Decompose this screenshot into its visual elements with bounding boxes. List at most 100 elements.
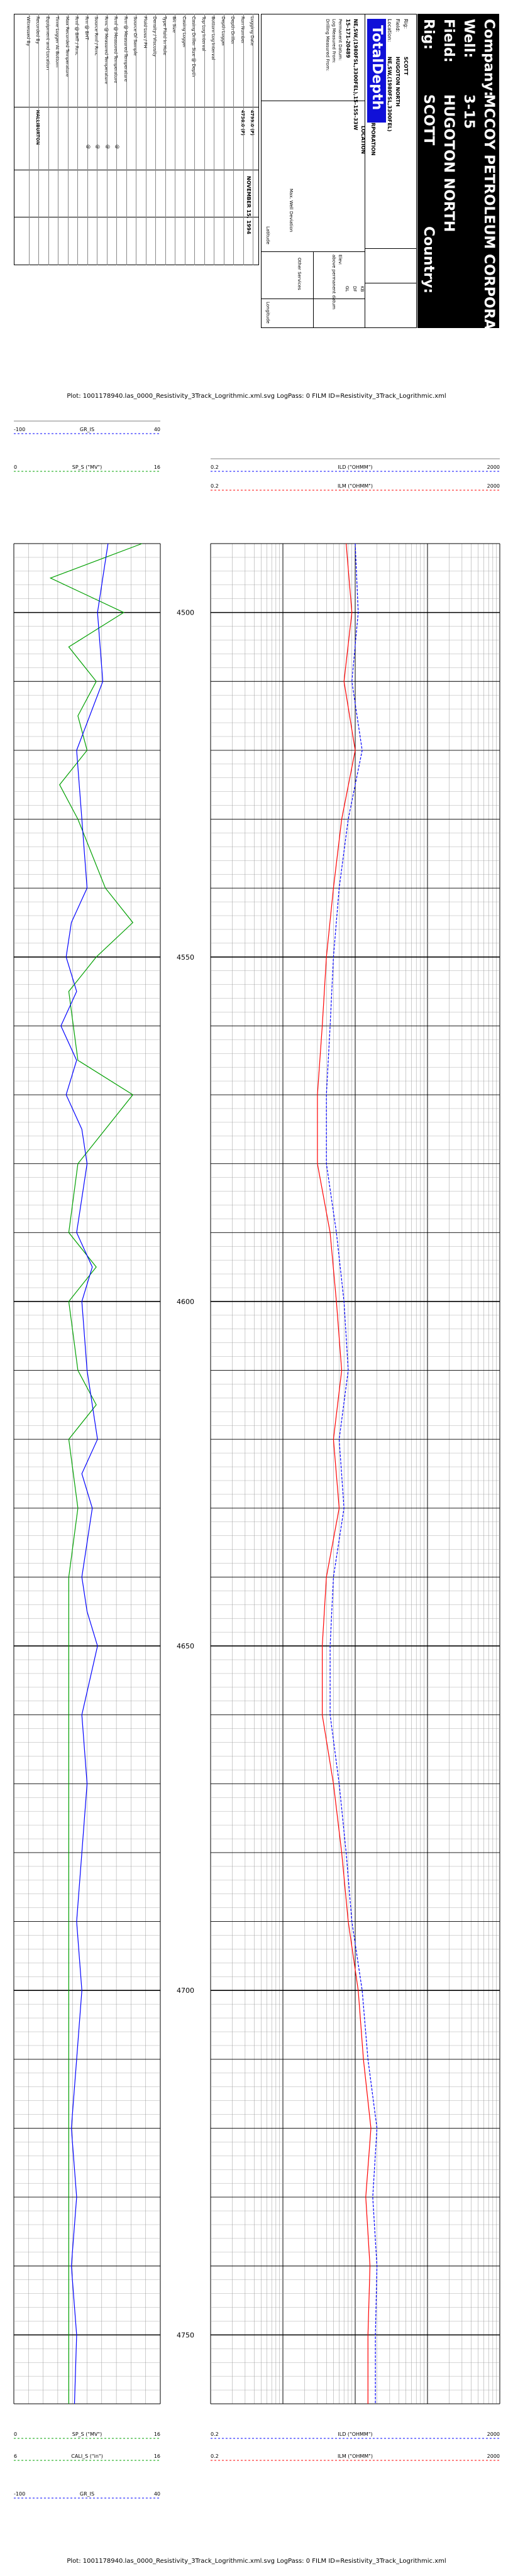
location-value: NE,SW,(1980FSL,3300FEL),15-15S-33W xyxy=(353,19,358,131)
run-table-row-label: Recorded By xyxy=(35,16,40,45)
elev-label: Elev: xyxy=(338,255,343,265)
log-plot: -100 GR_IS 40 0 SP_S ("MV") 16 0.2 ILD ("OHMM")… xyxy=(13,420,500,2499)
logging-date-value: NOVEMBER 15, 1994 xyxy=(246,176,251,234)
ilm-curve xyxy=(317,543,372,2404)
info-row-value: NE,SW,(1980FSL,3300FEL) xyxy=(387,57,392,132)
plot-caption-top: Plot: 1001178940.las_0000_Resistivity_3T… xyxy=(67,393,446,400)
run-table-row-value: 4799.0 (F) xyxy=(250,110,255,136)
gr-top-scale-name: GR_IS xyxy=(80,427,94,432)
permanent-datum: Permanent Datum: xyxy=(338,19,343,61)
location-title: LOCATION xyxy=(360,126,366,154)
gr-bottom-scale-name: GR_IS xyxy=(80,2491,94,2497)
run-table-row-label: Max Recorded Temperature xyxy=(64,16,70,77)
api-number: 15-171-20489 xyxy=(345,19,351,58)
field-label: Field: xyxy=(441,19,456,63)
run-table-row-label: Casing Logger xyxy=(181,16,187,48)
cal-bottom-scale-min: 6 xyxy=(14,2453,17,2459)
ilm-bottom-scale-max: 2000 xyxy=(487,2453,500,2459)
run-table-row-label: Bottom Log Interval xyxy=(211,16,216,60)
gr-bottom-scale-min: -100 xyxy=(14,2491,25,2497)
depth-label: 4750 xyxy=(177,2331,194,2339)
above-datum: above permanent datum xyxy=(331,255,336,310)
cal-bottom-scale-max: 16 xyxy=(154,2453,160,2459)
run-table-row-label: Rmf @ Measured Temperature xyxy=(113,16,118,84)
run-table-row-label: Fluid Loss / PH xyxy=(142,16,148,48)
rig-value: SCOTT xyxy=(421,94,436,146)
logo-text: TotalDepth xyxy=(369,25,385,111)
header-title-block xyxy=(417,14,499,328)
ild-bottom-scale-name: ILD ("OHMM") xyxy=(338,2431,372,2437)
info-row-value: SCOTT xyxy=(403,57,409,75)
info-row-label: Location: xyxy=(387,19,392,42)
depth-label: 4600 xyxy=(177,1298,194,1306)
company-label: Company: xyxy=(481,19,497,97)
run-table-row-label: Witnessed By xyxy=(25,16,31,47)
run-table-row-label: Top Log Interval xyxy=(201,16,206,52)
company-value: MCCOY PETROLEUM CORPORATION xyxy=(481,94,497,367)
run-table-row-label: Run Number xyxy=(240,16,245,44)
info-box xyxy=(261,14,417,328)
run-table-row-label: Depth Driller xyxy=(230,16,235,45)
cal-bottom-scale-name: CALI_S ("in") xyxy=(71,2453,102,2459)
run-table-row-label: Rmc @ Measured Temperature xyxy=(103,16,109,84)
run-table-row-value: HALLIBURTON xyxy=(35,110,40,145)
run-table-row-label: Bit Size xyxy=(172,16,177,33)
other-services: Other Services xyxy=(297,258,302,290)
gr-top-scale-max: 40 xyxy=(154,427,160,432)
run-table-row-label: Time Logger At Bottom xyxy=(55,16,60,68)
run-table-at-mark: @ xyxy=(95,145,100,149)
run-table-at-mark: @ xyxy=(114,145,119,149)
log-measured-from: Log Measured From: xyxy=(331,19,336,63)
drilling-measured-from: Drilling Measured From: xyxy=(325,19,330,72)
ild-curve xyxy=(326,543,378,2404)
run-table-row-label: Rmf @ BHT / Rmc xyxy=(74,16,79,56)
run-table xyxy=(14,14,259,265)
depth-label: 4500 xyxy=(177,609,194,617)
ilm-top-scale-name: ILM ("OHMM") xyxy=(338,483,373,489)
ild-bottom-scale-max: 2000 xyxy=(487,2431,500,2437)
run-table-row-label: Type Fluid In Hole xyxy=(162,16,167,55)
sp-top-scale-min: 0 xyxy=(14,464,17,470)
elev-df: DF xyxy=(352,286,357,292)
gr-bottom-scale-max: 40 xyxy=(154,2491,160,2497)
field-value: HUGOTON NORTH xyxy=(441,94,456,233)
ilm-bottom-scale-name: ILM ("OHMM") xyxy=(338,2453,373,2459)
sp-curve xyxy=(49,543,143,2404)
run-table-row-label: Equipment and Location xyxy=(45,16,50,70)
gr-top-scale-min: -100 xyxy=(14,427,25,432)
info-row-label: Rig: xyxy=(403,19,409,29)
ild-top-scale-name: ILD ("OHMM") xyxy=(338,464,372,470)
well-label: Well: xyxy=(461,19,477,58)
ild-top-scale-min: 0.2 xyxy=(211,464,219,470)
run-table-row-value: 4736.0 (F) xyxy=(240,110,245,136)
plot-caption-bottom: Plot: 1001178940.las_0000_Resistivity_3T… xyxy=(67,2558,446,2565)
run-table-row-label: Source Of Sample xyxy=(133,16,138,56)
run-table-at-mark: @ xyxy=(104,145,110,149)
gr-curve xyxy=(60,543,109,2404)
depth-label: 4650 xyxy=(177,1642,194,1650)
ilm-top-scale-min: 0.2 xyxy=(211,483,219,489)
run-table-row-label: Density / Viscosity xyxy=(152,16,157,57)
run-table-at-mark: @ xyxy=(85,145,91,149)
ild-top-scale-max: 2000 xyxy=(487,464,500,470)
latitude: Latitude xyxy=(265,226,270,244)
run-table-row-label: Depth Logger xyxy=(220,16,226,47)
sp-top-scale-max: 16 xyxy=(154,464,160,470)
elev-value: KB xyxy=(360,286,365,292)
country-label: Country: xyxy=(421,226,436,294)
logo-background xyxy=(367,19,386,123)
ilm-bottom-scale-min: 0.2 xyxy=(211,2453,219,2459)
rig-label: Rig: xyxy=(421,19,436,50)
ilm-top-scale-max: 2000 xyxy=(487,483,500,489)
info-row-value: HUGOTON NORTH xyxy=(395,57,400,107)
run-table-row-label: Casing Driller Size @ Depth xyxy=(191,16,196,77)
longitude: Longitude xyxy=(265,302,270,324)
sp-top-scale-name: SP_S ("MV") xyxy=(72,464,102,470)
run-table-row-label: Rm @ BHT xyxy=(84,16,89,40)
well-value: 3-15 xyxy=(461,94,477,129)
elev-gl: GL xyxy=(345,286,350,292)
run-table-row-label: Source Rmf / Rmc xyxy=(94,16,99,56)
ild-bottom-scale-min: 0.2 xyxy=(211,2431,219,2437)
depth-label: 4700 xyxy=(177,1987,194,1995)
run-table-row-label: Rm @ Measured Temperature xyxy=(123,16,128,82)
